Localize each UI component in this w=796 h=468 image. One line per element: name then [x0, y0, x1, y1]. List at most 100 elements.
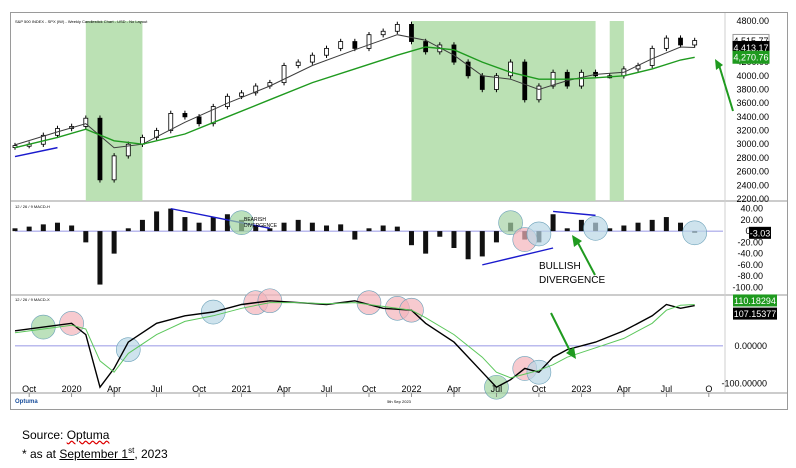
macd-y-tick: 0.00000 — [734, 341, 767, 351]
histogram-bar — [607, 228, 613, 232]
green-arrow-price-head — [715, 59, 723, 70]
candle — [409, 24, 414, 42]
candle — [125, 143, 131, 157]
candle — [522, 61, 528, 101]
histogram-bar — [437, 231, 443, 237]
histogram-bar — [338, 224, 344, 232]
price-y-tick: 4000.00 — [736, 71, 769, 81]
x-tick-label: Apr — [107, 384, 121, 394]
price-y-tick: 3000.00 — [736, 139, 769, 149]
price-y-tick: 2400.00 — [736, 180, 769, 190]
candle — [536, 85, 542, 101]
x-tick-label: Oct — [22, 384, 37, 394]
histogram-bar — [154, 211, 160, 232]
macd-y-tick: -100.00000 — [721, 378, 767, 388]
histogram-bar — [253, 225, 259, 232]
histogram-bar — [649, 219, 655, 232]
macd-value-label-box — [733, 294, 777, 307]
price-trendline — [14, 146, 58, 158]
candle — [295, 61, 301, 66]
x-tick-label: Apr — [617, 384, 631, 394]
highlight-circle — [229, 210, 254, 235]
candle — [253, 85, 259, 94]
histogram-bar — [366, 228, 372, 232]
price-y-tick: 2600.00 — [736, 167, 769, 177]
macd-line — [14, 302, 695, 379]
as-at-prefix: * as at — [22, 447, 60, 461]
histogram-bar — [324, 225, 330, 232]
candle — [649, 47, 655, 66]
green-arrow-macd — [550, 312, 572, 354]
price-value-label-box — [732, 50, 770, 64]
candle — [182, 113, 188, 118]
macd-panel-title: 12 / 26 / 9 MACD-X — [15, 297, 50, 302]
macd-h-y-tick: 20.00 — [740, 215, 763, 225]
macd-line — [14, 300, 695, 389]
macd-h-y-tick: -20.00 — [737, 237, 763, 247]
histogram-bar — [621, 225, 627, 232]
bullish-label-2: DIVERGENCE — [539, 275, 605, 286]
price-value-label: 4,413.17 — [733, 43, 768, 53]
highlight-circle — [498, 210, 523, 235]
price-y-tick: 2200.00 — [736, 194, 769, 204]
histogram-bar — [380, 225, 386, 232]
x-tick-label: Jul — [321, 384, 333, 394]
histogram-bar — [451, 231, 457, 248]
histogram-bar — [408, 231, 414, 246]
highlight-circle — [682, 220, 707, 246]
histogram-bar — [678, 222, 684, 232]
green-arrow-macd-head — [566, 347, 576, 359]
histogram-bar — [493, 231, 499, 243]
price-y-tick: 3600.00 — [736, 98, 769, 108]
histogram-bar — [281, 222, 287, 232]
histogram-bar — [210, 217, 216, 232]
histogram-bar — [295, 219, 301, 232]
macd-h-y-tick: 40.00 — [740, 204, 763, 214]
candle — [451, 44, 457, 63]
histogram-bar — [69, 225, 75, 232]
histogram-bar — [54, 222, 60, 232]
source-link[interactable]: Optuma — [66, 428, 110, 442]
shaded-region — [609, 21, 624, 201]
histogram-bar — [309, 222, 315, 232]
candle — [663, 37, 669, 49]
x-tick-label: Jul — [151, 384, 163, 394]
histogram-bar — [465, 231, 471, 260]
price-value-label: 4,270.76 — [733, 53, 768, 63]
macd-h-value-label-box — [749, 226, 771, 239]
candle — [210, 106, 216, 125]
bearish-label: BEARISH — [244, 217, 266, 223]
candle — [494, 75, 499, 90]
histogram-bar — [40, 224, 46, 232]
as-at-date[interactable]: September 1st — [59, 446, 135, 461]
histogram-bar — [267, 228, 273, 232]
chart-svg: S&P 500 INDEX - SPX (IW) - Weekly Candle… — [11, 13, 787, 405]
x-tick-label: 2020 — [62, 384, 82, 394]
as-at-line: * as at September 1st, 2023 — [22, 446, 168, 461]
date-stamp: 5th Sep 2023 — [387, 399, 412, 404]
candle — [465, 61, 471, 77]
histogram-bar — [97, 231, 103, 285]
green-arrow-macd-h-head — [572, 235, 582, 247]
x-tick-label: 2021 — [232, 384, 252, 394]
histogram-bar — [564, 228, 570, 232]
source-prefix: Source: — [22, 428, 67, 442]
moving-average-line — [14, 34, 695, 149]
candle — [97, 117, 103, 181]
candle — [338, 41, 344, 49]
x-tick-label: Jul — [491, 384, 503, 394]
candle — [239, 92, 244, 97]
macd-h-y-tick: -100.00 — [732, 282, 763, 292]
macd-h-panel-title: 12 / 26 / 9 MACD-H — [15, 204, 50, 209]
histogram-bar — [139, 219, 145, 232]
macd-h-y-tick: -60.00 — [737, 260, 763, 270]
x-tick-label: Apr — [277, 384, 291, 394]
candle — [380, 30, 386, 36]
histogram-bar — [578, 219, 584, 232]
histogram-bar — [125, 228, 131, 232]
macd-h-y-tick: -80.00 — [737, 271, 763, 281]
histogram-bar — [26, 226, 32, 232]
macd-value-label-box — [733, 307, 777, 320]
candle — [508, 61, 514, 77]
histogram-bar — [635, 222, 641, 232]
